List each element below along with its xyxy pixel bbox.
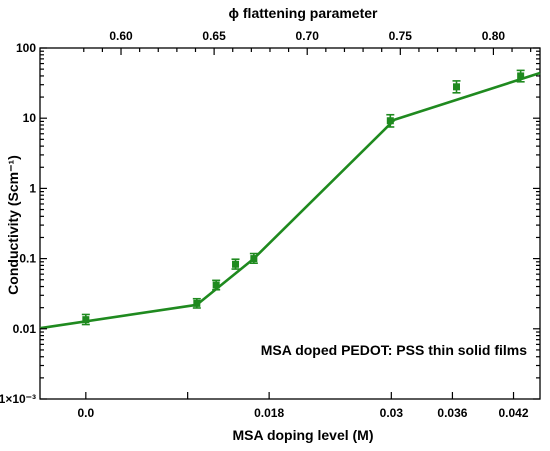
plot-frame bbox=[39, 47, 541, 400]
data-point bbox=[517, 72, 525, 80]
y-axis-title: Conductivity (Scm⁻¹) bbox=[5, 155, 21, 295]
tick-labels-group: 1×10⁻³ 0.01 0.1 1 10 100 0.0 0.018 0.03 0.036 0.04… bbox=[0, 29, 529, 420]
chart-annotation: MSA doped PEDOT: PSS thin solid films bbox=[261, 342, 527, 358]
x-tick-label: 0.042 bbox=[499, 406, 529, 420]
y-tick-label: 1×10⁻³ bbox=[0, 392, 36, 406]
x-tick-label: 0.036 bbox=[437, 406, 467, 420]
data-point bbox=[232, 260, 240, 268]
data-point bbox=[193, 299, 201, 307]
x2-tick-label: 0.60 bbox=[109, 29, 133, 43]
fit-line-group bbox=[39, 71, 541, 330]
x-tick-label: 0.03 bbox=[380, 406, 404, 420]
x2-axis-title: ϕ flattening parameter bbox=[229, 5, 379, 21]
y-tick-label: 1 bbox=[29, 181, 36, 195]
x-tick-label: 0.0 bbox=[77, 406, 94, 420]
x2-tick-label: 0.70 bbox=[296, 29, 320, 43]
ticks-group bbox=[40, 47, 540, 400]
x2-tick-label: 0.65 bbox=[202, 29, 226, 43]
y-tick-label: 0.1 bbox=[19, 252, 36, 266]
x2-tick-label: 0.75 bbox=[389, 29, 413, 43]
data-point bbox=[452, 83, 460, 91]
y-tick-label: 100 bbox=[16, 41, 36, 55]
data-point bbox=[250, 255, 258, 263]
fit-line bbox=[39, 71, 541, 330]
x2-tick-label: 0.80 bbox=[482, 29, 506, 43]
error-bars-group bbox=[81, 69, 525, 326]
data-point bbox=[82, 316, 90, 324]
y-tick-label: 10 bbox=[23, 111, 37, 125]
x-axis-title: MSA doping level (M) bbox=[232, 427, 373, 443]
x-tick-label: 0.018 bbox=[254, 406, 284, 420]
y-tick-label: 0.01 bbox=[13, 322, 37, 336]
data-points-group bbox=[82, 72, 525, 324]
data-point bbox=[212, 281, 220, 289]
plot-border bbox=[39, 47, 541, 400]
data-point bbox=[386, 117, 394, 125]
